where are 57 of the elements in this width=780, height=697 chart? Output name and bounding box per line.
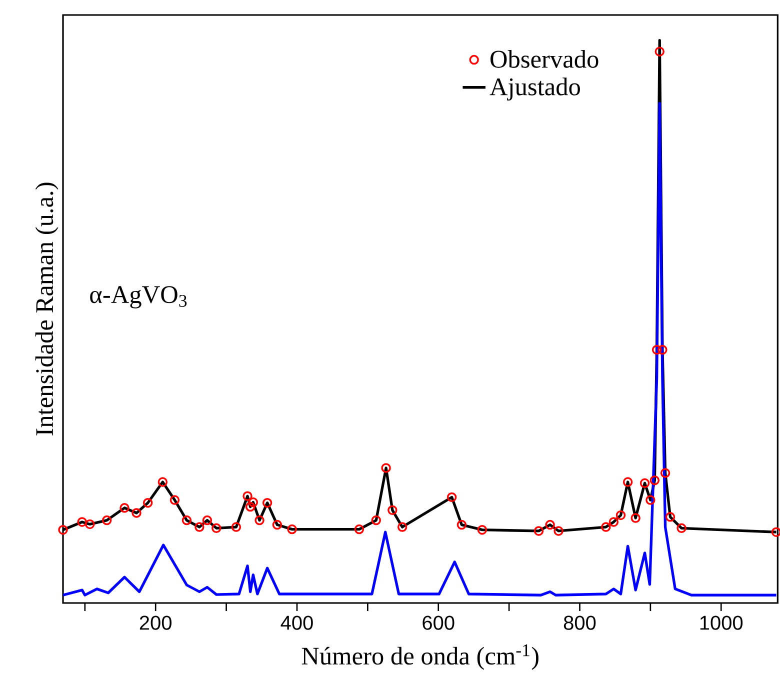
annotation: α-AgVO$_{3}$ xyxy=(90,286,187,308)
point xyxy=(77,517,87,527)
legend-label: Ajustado xyxy=(490,78,580,101)
x-tick-label: 400 xyxy=(280,616,313,630)
point xyxy=(446,492,457,502)
point xyxy=(245,502,256,512)
point xyxy=(182,515,192,526)
point xyxy=(660,468,670,478)
point xyxy=(84,519,95,530)
legend-label: Observado xyxy=(490,50,598,68)
point xyxy=(622,477,633,487)
point xyxy=(231,522,242,532)
point xyxy=(658,344,668,355)
point xyxy=(665,512,676,522)
point xyxy=(254,515,264,526)
point xyxy=(545,520,555,530)
point xyxy=(354,524,364,534)
point xyxy=(242,491,252,501)
point xyxy=(381,463,391,473)
point xyxy=(248,497,258,508)
point xyxy=(554,526,564,536)
point xyxy=(194,522,204,532)
point xyxy=(477,524,488,535)
point xyxy=(262,498,272,508)
point xyxy=(771,527,780,537)
point xyxy=(654,46,664,56)
point xyxy=(371,515,382,526)
point xyxy=(58,524,68,535)
point xyxy=(456,520,467,530)
point xyxy=(170,495,180,505)
point xyxy=(102,515,112,526)
point xyxy=(202,515,212,526)
point xyxy=(272,520,282,530)
point xyxy=(652,344,662,355)
point xyxy=(142,498,153,508)
point xyxy=(640,478,650,488)
point xyxy=(287,524,297,534)
point xyxy=(397,522,408,532)
x-tick-label: 200 xyxy=(140,616,172,630)
point xyxy=(616,510,626,520)
point xyxy=(158,477,168,487)
x-tick-label: 600 xyxy=(422,616,454,630)
point xyxy=(132,508,142,518)
point xyxy=(650,475,660,486)
point xyxy=(601,522,611,532)
point xyxy=(388,505,398,516)
x-tick-label: 1000 xyxy=(700,616,743,630)
point xyxy=(608,517,619,527)
point xyxy=(534,526,544,536)
point xyxy=(646,495,656,505)
x-axis-title: Número de onda (cm$^{-1}$) xyxy=(302,644,538,670)
x-tick-label: 800 xyxy=(564,616,596,630)
y-axis-title: Intensidade Raman (u.a.) xyxy=(35,182,58,436)
point xyxy=(212,523,222,534)
point xyxy=(120,503,130,513)
point xyxy=(676,523,686,534)
point xyxy=(630,513,640,523)
